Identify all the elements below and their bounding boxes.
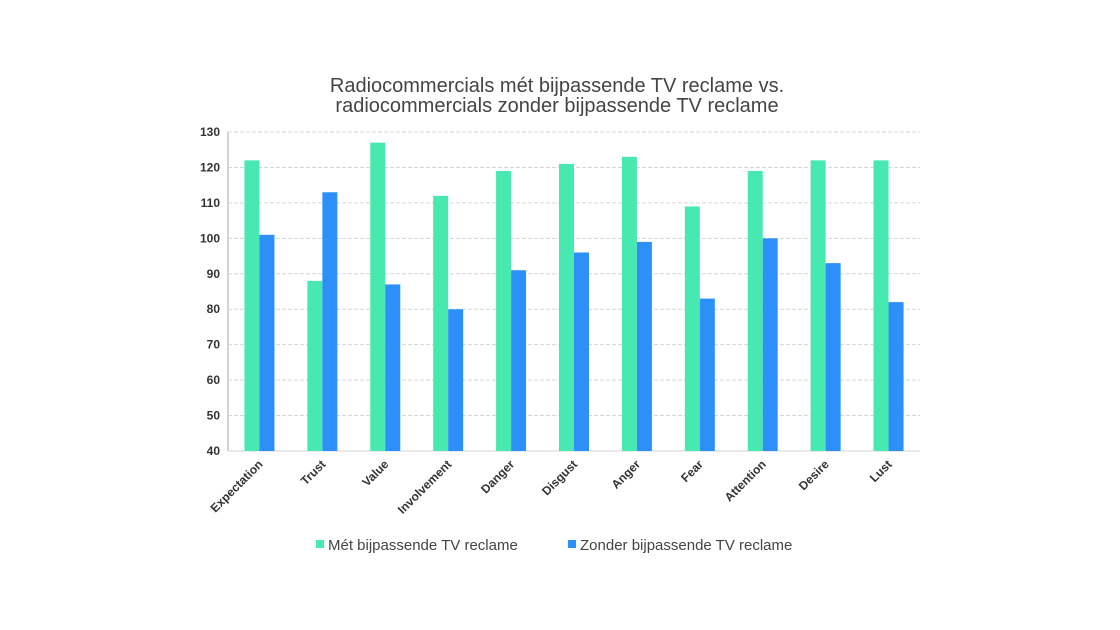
bar-zonder-disgust [574, 252, 589, 451]
bar-met-fear [684, 206, 700, 451]
x-tick-label: Lust [867, 457, 895, 485]
legend-swatch [316, 540, 324, 548]
y-tick-label: 80 [207, 302, 221, 316]
x-tick-label: Disgust [539, 457, 580, 498]
y-tick-label: 40 [207, 444, 221, 458]
bar-zonder-anger [636, 241, 652, 451]
bar-met-lust [873, 160, 889, 451]
bar-zonder-expectation [259, 234, 275, 451]
x-tick-label: Trust [298, 457, 329, 488]
bars [244, 142, 904, 452]
bar-met-expectation [244, 160, 260, 451]
x-tick-label: Desire [796, 457, 832, 493]
bar-met-value [370, 142, 386, 451]
y-tick-label: 60 [207, 373, 221, 387]
bar-zonder-value [385, 284, 401, 451]
legend-swatch [568, 540, 576, 548]
chart-title-line-1: Radiocommercials mét bijpassende TV recl… [330, 75, 784, 97]
y-tick-label: 50 [207, 409, 221, 423]
bar-zonder-desire [825, 263, 841, 451]
y-axis: 40 50 60 70 80 90 100 110 120 130 [200, 125, 920, 458]
bar-zonder-lust [888, 302, 904, 451]
bar-met-disgust [559, 163, 574, 451]
y-tick-label: 70 [207, 338, 221, 352]
chart-title-line-2: radiocommercials zonder bijpassende TV r… [335, 95, 778, 117]
bar-met-attention [747, 170, 763, 451]
bar-met-involvement [433, 195, 449, 451]
bar-met-anger [621, 156, 637, 452]
y-tick-label: 120 [200, 160, 220, 174]
x-tick-label: Attention [722, 457, 769, 504]
bar-met-danger [496, 170, 512, 451]
y-tick-label: 90 [207, 267, 221, 281]
x-tick-label: Anger [609, 457, 644, 492]
bar-met-trust [307, 280, 323, 451]
x-tick-label: Fear [678, 457, 706, 485]
legend: Mét bijpassende TV reclame Zonder bijpass… [316, 537, 792, 554]
y-tick-label: 100 [200, 231, 220, 245]
bar-met-desire [810, 160, 826, 451]
bar-zonder-involvement [448, 309, 464, 451]
x-tick-label: Expectation [208, 457, 266, 515]
y-tick-label: 110 [201, 196, 221, 210]
y-tick-label: 130 [200, 125, 220, 139]
bar-zonder-attention [762, 238, 778, 451]
x-axis: Expectation Trust Value Involvement Danger Di… [208, 457, 895, 517]
legend-label: Mét bijpassende TV reclame [328, 537, 518, 554]
bar-zonder-danger [511, 270, 527, 451]
bar-zonder-fear [699, 298, 715, 451]
x-tick-label: Danger [478, 457, 517, 496]
legend-label: Zonder bijpassende TV reclame [580, 537, 792, 554]
x-tick-label: Involvement [395, 457, 454, 516]
x-tick-label: Value [359, 457, 391, 489]
bar-zonder-trust [322, 192, 338, 451]
